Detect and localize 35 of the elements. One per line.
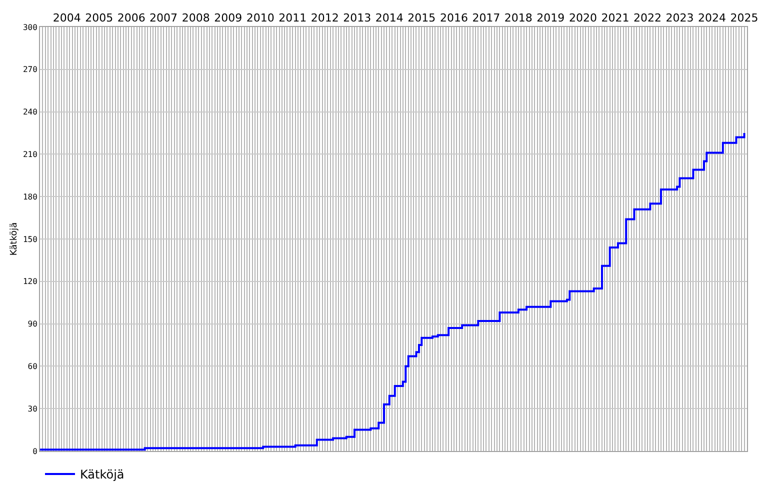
- x-tick-label: 2010: [246, 12, 274, 25]
- x-tick-label: 2013: [343, 12, 372, 25]
- x-tick-label: 2012: [310, 12, 339, 25]
- y-tick-label: 180: [22, 192, 38, 202]
- x-tick-label: 2004: [52, 12, 81, 25]
- x-tick-label: 2023: [666, 12, 694, 25]
- y-tick-label: 120: [22, 277, 38, 286]
- x-tick-label: 2018: [504, 12, 532, 25]
- x-tick-label: 2016: [440, 12, 468, 25]
- x-tick-label: 2006: [117, 12, 146, 25]
- y-tick-label: 300: [22, 22, 38, 32]
- y-tick-label: 210: [22, 150, 38, 159]
- y-tick-label: 270: [22, 65, 38, 74]
- x-tick-label: 2011: [278, 12, 307, 25]
- y-tick-label: 0: [32, 446, 38, 456]
- y-tick-label: 60: [28, 362, 38, 371]
- x-tick-label: 2007: [150, 12, 178, 25]
- y-tick-label: 30: [28, 404, 38, 414]
- x-tick-label: 2015: [408, 12, 436, 25]
- y-tick-label: 240: [22, 108, 38, 117]
- x-tick-label: 2014: [375, 12, 404, 25]
- x-tick-label: 2024: [698, 12, 726, 25]
- x-tick-label: 2017: [472, 12, 500, 25]
- x-tick-label: 2019: [536, 12, 565, 25]
- x-tick-label: 2025: [730, 12, 758, 25]
- x-tick-label: 2005: [85, 12, 114, 25]
- x-tick-label: 2009: [214, 12, 242, 25]
- y-axis-title: Kätköjä: [9, 222, 20, 256]
- x-tick-label: 2022: [633, 12, 662, 25]
- x-tick-label: 2021: [601, 12, 630, 25]
- y-tick-label: 90: [28, 320, 38, 329]
- x-tick-label: 2008: [182, 12, 210, 25]
- legend-label: Kätköjä: [80, 468, 124, 482]
- y-tick-label: 150: [22, 234, 38, 244]
- x-tick-label: 2020: [568, 12, 597, 25]
